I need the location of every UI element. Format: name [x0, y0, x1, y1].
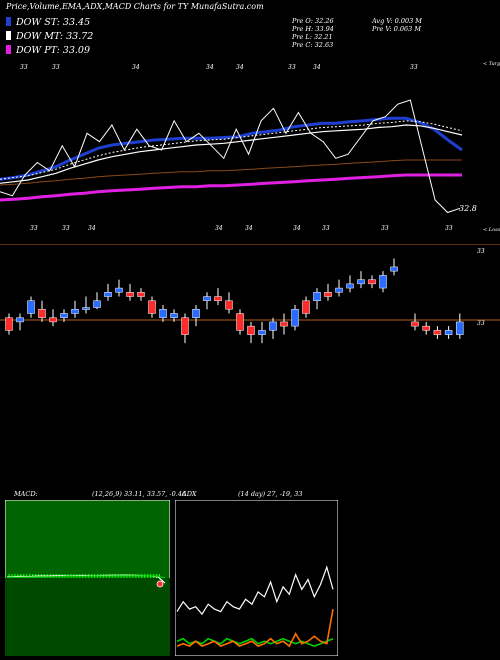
candle-body	[126, 292, 134, 297]
macd-signal-line	[6, 575, 166, 579]
candle-body	[170, 313, 178, 318]
bottom-tick-label: 33	[322, 225, 330, 232]
candle-body	[181, 317, 189, 335]
candle-body	[422, 325, 430, 331]
candle-body	[269, 321, 277, 331]
adx-chart	[175, 500, 338, 656]
stat-pre-volume: Pre V: 0.063 M	[372, 25, 422, 33]
candle-body	[280, 321, 288, 327]
candle-body	[159, 308, 167, 318]
legend-swatch	[6, 45, 11, 54]
stat-high: Pre H: 33.94	[292, 25, 334, 33]
legend-swatch	[6, 17, 11, 26]
candle-body	[433, 330, 442, 335]
candle-body	[82, 307, 90, 310]
candle-body	[411, 321, 419, 327]
candle-body	[5, 317, 13, 331]
candle-body	[379, 275, 387, 289]
candle-body	[258, 330, 266, 335]
legend-dow-pt: DOW PT: 33.09	[6, 45, 90, 57]
candle-body	[16, 317, 24, 323]
adx-minusdi-line	[176, 608, 334, 648]
bottom-tick-label: 34	[88, 225, 96, 232]
candle-body	[368, 279, 376, 285]
target-label: < Target	[483, 61, 500, 67]
candle-body	[93, 300, 101, 308]
candle-body	[236, 313, 244, 331]
ema-long-line	[0, 159, 462, 186]
macd-crossover-marker	[156, 580, 164, 588]
candle-body	[291, 308, 299, 327]
bottom-tick-label: 33	[381, 225, 389, 232]
adx-plusdi-line	[176, 637, 334, 647]
candlestick-chart: 33 33	[0, 248, 500, 344]
candle-body	[346, 283, 354, 289]
candle-body	[313, 292, 321, 302]
candle-body	[60, 313, 68, 318]
bottom-tick-label: 33	[445, 225, 453, 232]
candle-body	[49, 317, 57, 323]
candle-body	[148, 300, 156, 314]
candle-body	[71, 308, 79, 314]
macd-params: (12,26,9) 33.11, 33.57, -0.46	[92, 490, 187, 498]
adx-params: (14 day) 27, -19, 33	[238, 490, 303, 498]
macd-label: MACD:	[14, 490, 38, 498]
candle-body	[247, 325, 255, 335]
candle-body	[456, 321, 464, 335]
series-dow-pt-line	[0, 173, 462, 202]
stat-low: Pre L: 32.21	[292, 33, 333, 41]
top-tick-label: 34	[132, 64, 140, 71]
top-tick-label: 34	[313, 64, 321, 71]
series-price-line	[0, 99, 461, 214]
bottom-tick-label: 34	[293, 225, 301, 232]
top-tick-label: 33	[288, 64, 296, 71]
bottom-tick-label: 34	[245, 225, 253, 232]
stat-close: Pre C: 32.63	[292, 41, 334, 49]
candle-body	[27, 300, 35, 314]
legend-swatch	[6, 31, 11, 40]
candle-body	[137, 292, 145, 297]
candle-body	[390, 266, 398, 272]
candle-body	[302, 300, 310, 314]
adx-background	[175, 500, 338, 656]
top-tick-label: 33	[410, 64, 418, 71]
candle-body	[357, 279, 365, 285]
loss-label: < Loss	[483, 227, 500, 233]
top-tick-label: 33	[52, 64, 60, 71]
candle-body	[444, 330, 453, 335]
candle-body	[225, 300, 233, 310]
top-tick-label: 34	[206, 64, 214, 71]
legend-label: DOW ST: 33.45	[16, 17, 91, 28]
candle-body	[203, 296, 211, 302]
bottom-tick-label: 34	[215, 225, 223, 232]
adx-label: ADX	[182, 490, 197, 498]
right-price-label: 33	[477, 320, 485, 327]
right-price-label: 33	[477, 248, 485, 255]
legend-label: DOW PT: 33.09	[16, 45, 90, 56]
stat-open: Pre O: 32.26	[292, 17, 334, 25]
legend-label: DOW MT: 33.72	[16, 31, 94, 42]
stat-avg-volume: Avg V: 0.003 M	[372, 17, 422, 25]
candle-body	[324, 292, 332, 297]
candle-body	[115, 287, 123, 293]
price-ema-chart: 33 33 34 34 34 33 34 33 33 33 34 34 34 34 33 33 33 < Targ…	[0, 61, 500, 245]
candle-body	[38, 308, 46, 318]
series-dow-st-line	[0, 116, 463, 181]
adx-adx-line	[176, 565, 334, 616]
legend-dow-st: DOW ST: 33.45	[6, 17, 90, 29]
legend-dow-mt: DOW MT: 33.72	[6, 31, 93, 43]
top-tick-label: 34	[236, 64, 244, 71]
chart-title: Price,Volume,EMA,ADX,MACD Charts for TY …	[6, 2, 264, 11]
bottom-tick-label: 33	[62, 225, 70, 232]
macd-lower-area	[5, 578, 170, 656]
candle-body	[104, 292, 112, 297]
macd-chart	[5, 500, 170, 656]
last-price-label: 32.8	[459, 204, 477, 213]
top-tick-label: 33	[20, 64, 28, 71]
candle-body	[214, 296, 222, 302]
candle-body	[192, 308, 200, 318]
candle-body	[335, 287, 343, 293]
bottom-tick-label: 33	[30, 225, 38, 232]
